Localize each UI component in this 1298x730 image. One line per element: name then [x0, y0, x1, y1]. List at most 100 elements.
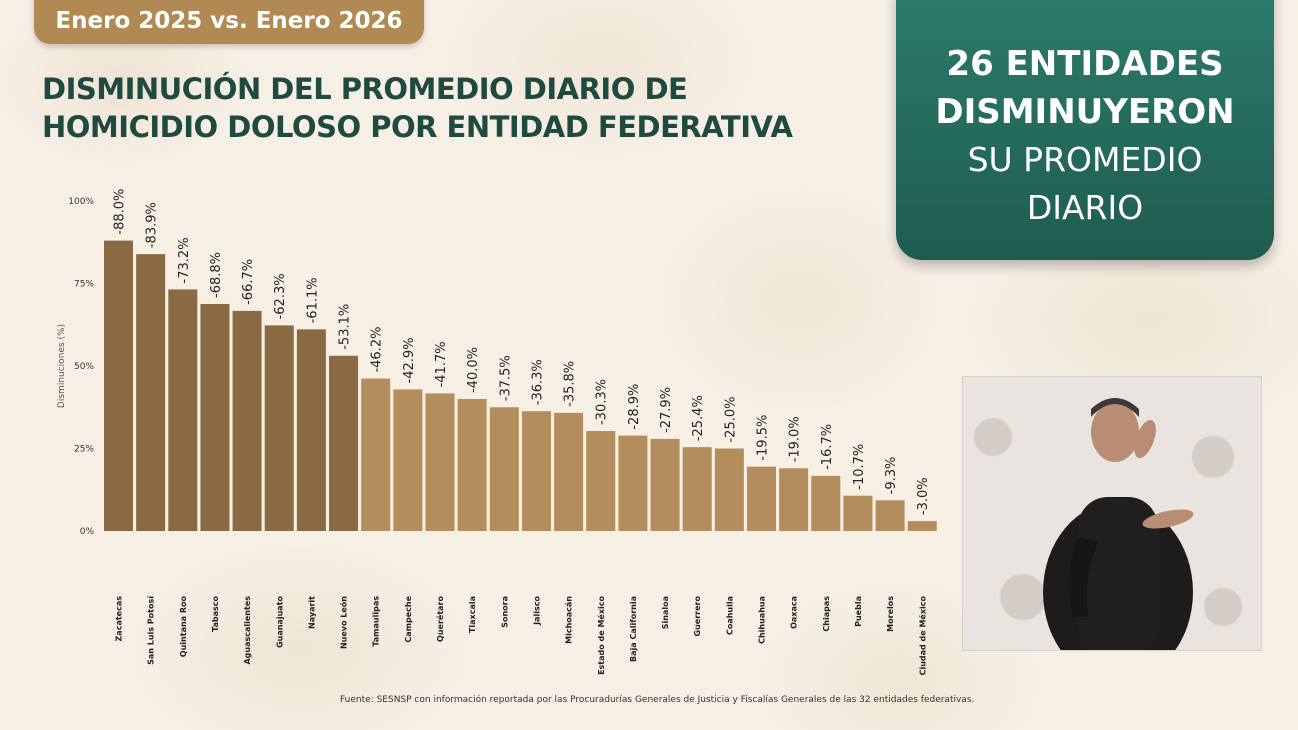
bar	[779, 468, 809, 531]
y-axis-title: Disminuciones (%)	[57, 324, 67, 408]
source-note: Fuente: SESNSP con información reportada…	[340, 695, 975, 705]
bar	[329, 355, 359, 531]
sign-language-interpreter-video	[962, 376, 1262, 651]
data-label: -35.8%	[563, 361, 578, 407]
data-label: -62.3%	[273, 273, 288, 319]
x-tick-label: Puebla	[854, 596, 863, 627]
bar	[618, 435, 648, 531]
interpreter-torso	[1078, 497, 1158, 650]
y-tick-label: 25%	[74, 445, 94, 455]
data-label: -25.0%	[723, 397, 738, 443]
x-tick-label: Ciudad de México	[917, 596, 927, 676]
data-label: -42.9%	[402, 337, 417, 383]
data-label: -41.7%	[434, 341, 449, 387]
interpreter-hair	[1091, 398, 1139, 417]
x-tick-label: Nayarit	[307, 596, 316, 629]
bar	[875, 500, 905, 531]
data-label: -37.5%	[498, 355, 513, 401]
x-tick-label: Tamaulipas	[372, 596, 381, 647]
callout-line-2: DISMINUYERON	[935, 92, 1235, 132]
bar	[554, 412, 584, 531]
x-tick-label: Tlaxcala	[468, 596, 477, 633]
x-tick-label: Sinaloa	[661, 596, 670, 629]
data-label: -36.3%	[530, 359, 545, 405]
y-tick-label: 50%	[74, 362, 94, 372]
bar	[811, 475, 841, 531]
title-line-1: DISMINUCIÓN DEL PROMEDIO DIARIO DE	[42, 72, 688, 106]
data-label: -19.0%	[788, 416, 803, 462]
x-tick-label: Morelos	[886, 596, 895, 632]
bar	[843, 495, 873, 531]
data-label: -25.4%	[691, 395, 706, 441]
title-line-2: HOMICIDIO DOLOSO POR ENTIDAD FEDERATIVA	[42, 110, 793, 144]
data-label: -3.0%	[916, 477, 931, 515]
bar	[425, 393, 455, 531]
bar	[586, 431, 616, 531]
bar	[650, 438, 680, 531]
data-label: -88.0%	[113, 189, 128, 235]
callout-line-3: SU PROMEDIO	[967, 140, 1203, 179]
bar	[264, 325, 294, 531]
bar	[136, 254, 166, 531]
data-label: -16.7%	[820, 424, 835, 470]
bar	[714, 448, 744, 531]
data-label: -30.3%	[595, 379, 610, 425]
bar	[393, 389, 423, 531]
x-tick-label: Campeche	[404, 595, 413, 642]
x-tick-label: Quintana Roo	[179, 595, 188, 657]
data-label: -19.5%	[756, 415, 771, 461]
x-tick-label: Michoacán	[565, 596, 574, 644]
y-tick-label: 75%	[74, 280, 94, 290]
bar	[361, 378, 391, 531]
data-label: -28.9%	[627, 384, 642, 430]
x-tick-label: Estado de México	[596, 595, 606, 674]
data-label: -9.3%	[884, 457, 899, 495]
x-tick-label: Chiapas	[822, 596, 831, 632]
bar	[747, 466, 776, 531]
x-tick-label: Guanajuato	[275, 596, 284, 648]
x-tick-label: Querétaro	[435, 596, 445, 642]
bar	[521, 411, 551, 531]
interpreter-open-hand	[1142, 509, 1194, 529]
bar	[907, 521, 937, 531]
data-label: -66.7%	[241, 259, 256, 305]
summary-callout: 26 ENTIDADES DISMINUYERON SU PROMEDIO DI…	[896, 0, 1274, 260]
data-label: -46.2%	[370, 327, 385, 373]
bar	[168, 289, 198, 531]
x-tick-label: Baja California	[629, 596, 638, 662]
callout-line-4: DIARIO	[1026, 188, 1144, 227]
period-badge: Enero 2025 vs. Enero 2026	[34, 0, 424, 44]
data-label: -61.1%	[305, 277, 320, 323]
data-label: -53.1%	[338, 304, 353, 350]
bar	[232, 310, 262, 531]
x-tick-label: Oaxaca	[790, 596, 799, 629]
data-label: -68.8%	[209, 252, 224, 298]
x-tick-label: San Luis Potosí	[147, 595, 156, 665]
period-label: Enero 2025 vs. Enero 2026	[55, 8, 403, 34]
callout-line-1: 26 ENTIDADES	[946, 44, 1224, 84]
interpreter-head	[1091, 402, 1139, 462]
x-tick-label: Zacatecas	[115, 596, 124, 642]
y-tick-label: 0%	[80, 527, 95, 537]
data-label: -83.9%	[145, 202, 160, 248]
data-label: -27.9%	[659, 387, 674, 433]
x-tick-label: Nuevo León	[339, 596, 349, 649]
y-tick-label: 100%	[68, 197, 94, 207]
x-tick-label: Aguascalientes	[243, 596, 252, 665]
x-tick-label: Chihuahua	[758, 596, 767, 644]
interpreter-raised-hand	[1134, 419, 1156, 459]
bar	[296, 329, 326, 531]
x-tick-label: Coahuila	[725, 596, 734, 635]
bar-chart: 0% 25% 50% 75% 100% Disminuciones (%) -88.0% Za…	[57, 189, 937, 676]
x-tick-label: Jalisco	[532, 595, 541, 625]
bar	[682, 447, 712, 531]
bar	[200, 303, 230, 531]
data-label: -73.2%	[177, 237, 192, 283]
page-title: DISMINUCIÓN DEL PROMEDIO DIARIO DE HOMIC…	[42, 70, 793, 146]
interpreter-left-arm	[1069, 537, 1098, 617]
bar	[457, 399, 487, 531]
x-tick-label: Guerrero	[693, 596, 702, 637]
interpreter-figure	[1043, 398, 1194, 650]
bar	[104, 240, 133, 531]
x-tick-label: Sonora	[500, 596, 509, 628]
